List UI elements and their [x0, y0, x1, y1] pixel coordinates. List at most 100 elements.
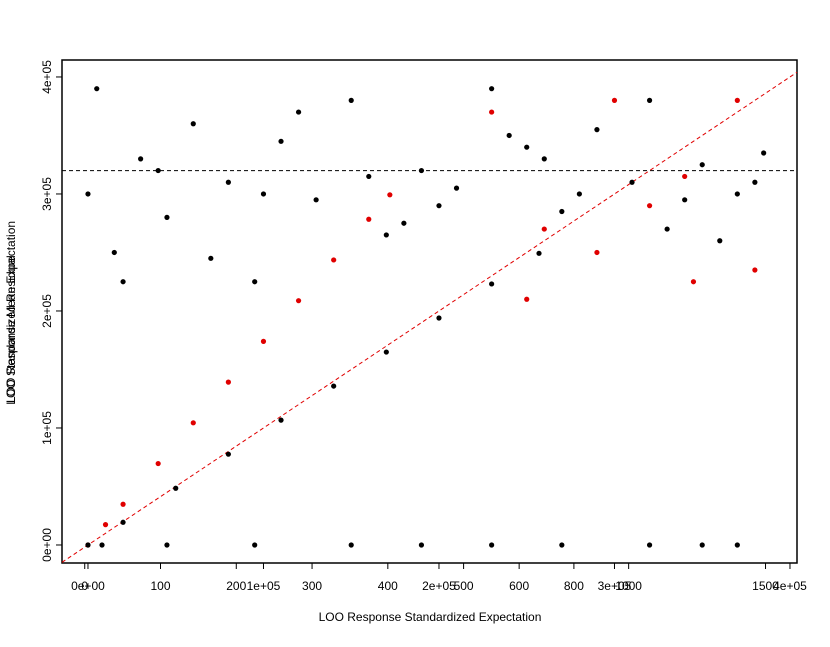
point [682, 173, 688, 180]
point [576, 191, 582, 197]
point [646, 542, 653, 548]
x-tick-label: 0 [81, 579, 88, 593]
point [278, 138, 284, 144]
y-tick-label: 0e+00 [40, 528, 54, 562]
point [664, 226, 670, 232]
point [164, 214, 170, 220]
point [313, 197, 319, 203]
x-tick-label: 4e+05 [773, 579, 807, 593]
point [208, 255, 214, 261]
point [489, 542, 495, 548]
x-axis-label: LOO Response Standardized Expectation [319, 610, 542, 624]
point [225, 379, 231, 385]
point [331, 383, 337, 389]
point [761, 150, 767, 156]
point [85, 542, 91, 548]
point [682, 197, 688, 203]
point [120, 501, 126, 507]
point [594, 127, 600, 133]
x-tick-label: 1000 [615, 579, 642, 593]
x-tick-label: 2e+05 [422, 579, 456, 593]
point [138, 156, 144, 162]
point [120, 279, 126, 285]
point [348, 542, 354, 548]
x-tick-label: 3e+05 [598, 579, 632, 593]
point [717, 238, 723, 244]
x-tick-label: 1e+05 [247, 579, 281, 593]
point [295, 109, 302, 115]
point [629, 179, 635, 185]
point [489, 281, 495, 287]
point [94, 86, 100, 92]
point [155, 167, 161, 174]
point [366, 173, 372, 180]
point [453, 185, 460, 191]
point [85, 191, 91, 197]
point [120, 519, 126, 525]
y-tick-label: 2e+05 [40, 294, 54, 328]
point [225, 451, 231, 457]
point [646, 97, 653, 103]
point [164, 542, 170, 548]
point [524, 296, 530, 302]
point [506, 132, 512, 139]
y-tick-label: 4e+05 [40, 60, 54, 94]
point [489, 109, 495, 115]
point [734, 97, 740, 103]
point [699, 542, 705, 548]
point [436, 203, 442, 209]
x-tick-label: 500 [454, 579, 474, 593]
x-tick-label: 300 [302, 579, 322, 593]
point [260, 191, 267, 197]
point [278, 417, 284, 423]
point [225, 179, 231, 185]
point [331, 257, 337, 263]
point [99, 542, 105, 548]
point [383, 232, 389, 238]
point [111, 249, 117, 256]
point [387, 192, 393, 198]
point [646, 203, 653, 209]
x-tick-label: 1500 [752, 579, 779, 593]
point [366, 216, 372, 222]
point [524, 144, 530, 150]
point [734, 191, 740, 197]
x-tick-label: 800 [564, 579, 584, 593]
x-tick-label: 100 [150, 579, 170, 593]
point [252, 542, 258, 548]
x-tick-label: 400 [378, 579, 398, 593]
point [418, 542, 425, 548]
point [541, 156, 547, 162]
point [418, 167, 425, 174]
x-tick-label: 600 [509, 579, 529, 593]
point [436, 315, 442, 321]
point [536, 250, 542, 256]
point [260, 338, 267, 344]
point [690, 279, 697, 285]
point [348, 97, 354, 103]
point [559, 208, 565, 215]
x-tick-label: 0e+00 [71, 579, 105, 593]
point [611, 97, 618, 103]
point [559, 542, 565, 548]
point [155, 460, 161, 467]
point [401, 220, 407, 226]
x-tick-label: 200 [226, 579, 246, 593]
point [295, 298, 302, 304]
point [383, 349, 389, 355]
y-axis-label: LOO Standardized Residual [4, 255, 18, 404]
identity-line [61, 71, 798, 563]
point [752, 179, 758, 185]
point [734, 542, 740, 548]
point [541, 226, 547, 232]
point [252, 279, 258, 285]
point [173, 485, 179, 491]
point [752, 267, 758, 273]
point [102, 522, 109, 528]
plot-frame [61, 59, 798, 564]
y-tick-label: 3e+05 [40, 177, 54, 211]
point [699, 162, 705, 168]
point [190, 420, 196, 426]
point [594, 249, 600, 256]
